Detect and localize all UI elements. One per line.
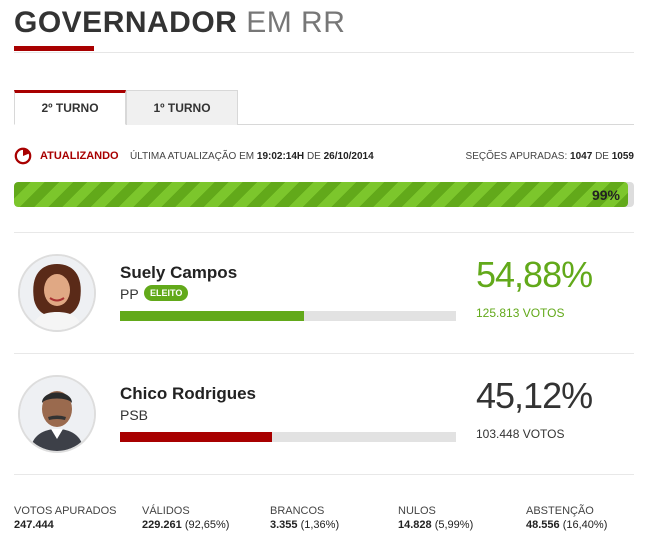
last-update: ÚLTIMA ATUALIZAÇÃO EM 19:02:14H DE 26/10… [130, 151, 374, 162]
vote-count: 103.448 VOTOS [476, 427, 565, 441]
man-portrait-icon [20, 377, 94, 451]
refresh-clock-icon [14, 147, 32, 165]
vote-percent: 45,12% [476, 375, 593, 416]
stat-valid: VÁLIDOS 229.261 (92,65%) [142, 505, 229, 531]
stat-detail: (16,40%) [562, 519, 608, 531]
candidate-photo-avatar [18, 254, 96, 332]
update-status: ATUALIZANDO ÚLTIMA ATUALIZAÇÃO EM 19:02:… [14, 146, 634, 166]
candidate-card-1: Suely Campos PP ELEITO 54,88% 125.813 VO… [14, 254, 634, 344]
vote-share-fill [120, 311, 305, 321]
stat-label: VOTOS APURADOS [14, 505, 117, 517]
stat-detail: (92,65%) [184, 519, 230, 531]
count-progress-label: 99% [591, 187, 620, 203]
stat-label: BRANCOS [270, 505, 325, 517]
last-update-de: DE [306, 151, 321, 162]
vote-share-bar [120, 311, 456, 321]
vote-share-bar [120, 432, 456, 442]
stat-value: 48.556 [526, 519, 560, 531]
last-update-prefix: ÚLTIMA ATUALIZAÇÃO EM [130, 151, 255, 162]
sections-de: DE [595, 151, 609, 162]
round-tabs: 2º TURNO 1º TURNO [14, 90, 634, 125]
candidate-party: PSB [120, 407, 149, 423]
tab-first-round[interactable]: 1º TURNO [126, 90, 238, 125]
tab-second-round[interactable]: 2º TURNO [14, 90, 126, 125]
divider [14, 232, 634, 233]
last-update-date: 26/10/2014 [323, 151, 374, 162]
elected-badge: ELEITO [144, 285, 189, 301]
last-update-time: 19:02:14H [256, 151, 305, 162]
divider [14, 474, 634, 475]
candidate-photo-avatar [18, 375, 96, 453]
sections-done: 1047 [570, 151, 593, 162]
stat-blank: BRANCOS 3.355 (1,36%) [270, 505, 339, 531]
stat-value: 229.261 [142, 519, 182, 531]
stat-detail: (5,99%) [434, 519, 474, 531]
vote-share-fill [120, 432, 272, 442]
page-title: GOVERNADOR EM RR [14, 6, 345, 40]
vote-count: 125.813 VOTOS [476, 306, 565, 320]
stat-abstention: ABSTENÇÃO 48.556 (16,40%) [526, 505, 607, 531]
candidate-name: Suely Campos [120, 263, 238, 282]
title-state: EM RR [246, 6, 346, 39]
woman-portrait-icon [20, 256, 94, 330]
title-office: GOVERNADOR [14, 6, 238, 39]
live-label: ATUALIZANDO [40, 150, 119, 162]
stat-value: 14.828 [398, 519, 432, 531]
vote-percent: 54,88% [476, 254, 593, 295]
title-divider [14, 52, 634, 53]
candidate-name: Chico Rodrigues [120, 384, 257, 403]
count-progress-bar: 99% [14, 182, 634, 207]
candidate-card-2: Chico Rodrigues PSB 45,12% 103.448 VOTOS [14, 375, 634, 465]
stat-label: VÁLIDOS [142, 505, 190, 517]
count-progress-fill [14, 182, 628, 207]
sections-counted: SEÇÕES APURADAS: 1047 DE 1059 [466, 151, 634, 162]
sections-prefix: SEÇÕES APURADAS: [465, 151, 568, 162]
stat-label: NULOS [398, 505, 436, 517]
divider [14, 353, 634, 354]
stat-value: 3.355 [270, 519, 298, 531]
title-accent-bar [14, 46, 94, 51]
stat-votes-counted: VOTOS APURADOS 247.444 [14, 505, 117, 531]
sections-total: 1059 [611, 151, 634, 162]
candidate-party: PP [120, 286, 139, 302]
stat-detail: (1,36%) [300, 519, 340, 531]
stat-label: ABSTENÇÃO [526, 505, 594, 517]
stat-null: NULOS 14.828 (5,99%) [398, 505, 473, 531]
stat-value: 247.444 [14, 519, 54, 531]
